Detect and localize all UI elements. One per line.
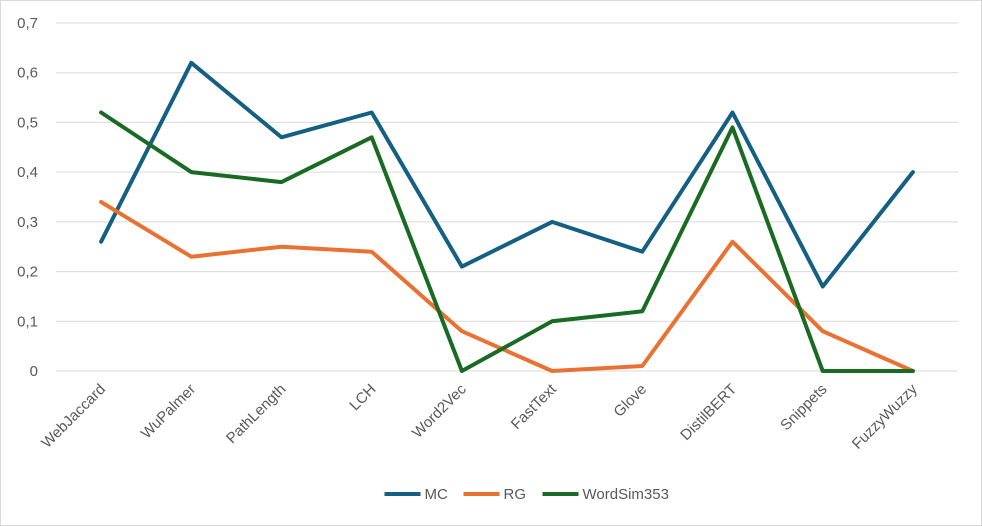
x-tick-label: PathLength bbox=[223, 381, 289, 447]
series-lines bbox=[99, 60, 915, 373]
series-line-mc bbox=[99, 60, 915, 289]
series-line-wordsim353 bbox=[99, 110, 915, 373]
x-tick-label: WebJaccard bbox=[38, 381, 109, 452]
y-tick-label: 0,5 bbox=[17, 114, 38, 131]
x-tick-label: WuPalmer bbox=[138, 381, 199, 442]
y-tick-label: 0,6 bbox=[17, 65, 38, 82]
y-tick-label: 0 bbox=[30, 363, 38, 380]
x-tick-label: Snippets bbox=[777, 381, 830, 434]
x-tick-label: FuzzyWuzzy bbox=[849, 380, 921, 452]
legend: MC RG WordSim353 bbox=[384, 486, 669, 503]
y-tick-label: 0,1 bbox=[17, 313, 38, 330]
y-tick-label: 0,2 bbox=[17, 264, 38, 281]
gridlines bbox=[56, 22, 958, 372]
y-tick-label: 0,3 bbox=[17, 214, 38, 231]
x-tick-label: LCH bbox=[346, 381, 379, 414]
y-tick-label: 0,7 bbox=[17, 15, 38, 32]
x-tick-label: Glove bbox=[610, 381, 650, 421]
x-axis-ticks: WebJaccard WuPalmer PathLength LCH Word2Vec F… bbox=[38, 380, 921, 453]
x-tick-label: DistilBERT bbox=[677, 381, 740, 444]
series-line-rg bbox=[99, 200, 915, 373]
legend-label: MC bbox=[425, 486, 448, 503]
legend-label: RG bbox=[504, 486, 527, 503]
y-tick-label: 0,4 bbox=[17, 164, 38, 181]
legend-label: WordSim353 bbox=[583, 486, 669, 503]
y-axis-ticks: 0 0,1 0,2 0,3 0,4 0,5 0,6 0,7 bbox=[17, 15, 38, 380]
x-tick-label: FastText bbox=[508, 380, 561, 433]
x-tick-label: Word2Vec bbox=[409, 380, 470, 441]
